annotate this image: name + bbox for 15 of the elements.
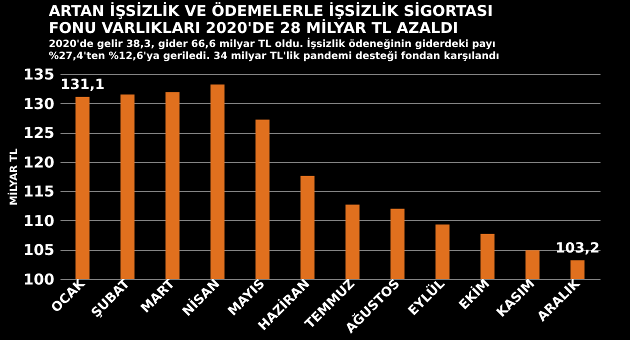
y-tick-label: 110: [23, 212, 54, 230]
y-tick-label: 130: [23, 94, 54, 113]
y-tick-label: 135: [23, 66, 54, 84]
data-label: 131,1: [60, 76, 105, 93]
text: 2020'de gelir 38,3, gider 66,6 milyar TL oldu. İşsizlik ödeneğinin giderdeki payı: [48, 39, 496, 50]
text: FONU VARLIKLARI 2020'DE 28 MİLYAR TL AZALDI: [48, 19, 458, 37]
y-axis-title: MİLYAR TL: [7, 148, 20, 206]
data-label: 103,2: [555, 240, 600, 256]
text: ARTAN İŞSİZLİK VE ÖDEMELERLE İŞSİZLİK SİGORTASI: [48, 2, 494, 20]
y-tick-label: 115: [23, 182, 54, 201]
y-tick-label: 100: [23, 270, 54, 288]
y-tick-label: 125: [23, 124, 54, 142]
text: %27,4'ten %12,6'ya geriledi. 34 milyar TL'lik pandemi desteği fondan karşılandı: [48, 51, 500, 62]
y-tick-label: 120: [23, 153, 54, 172]
y-tick-label: 105: [23, 241, 54, 260]
